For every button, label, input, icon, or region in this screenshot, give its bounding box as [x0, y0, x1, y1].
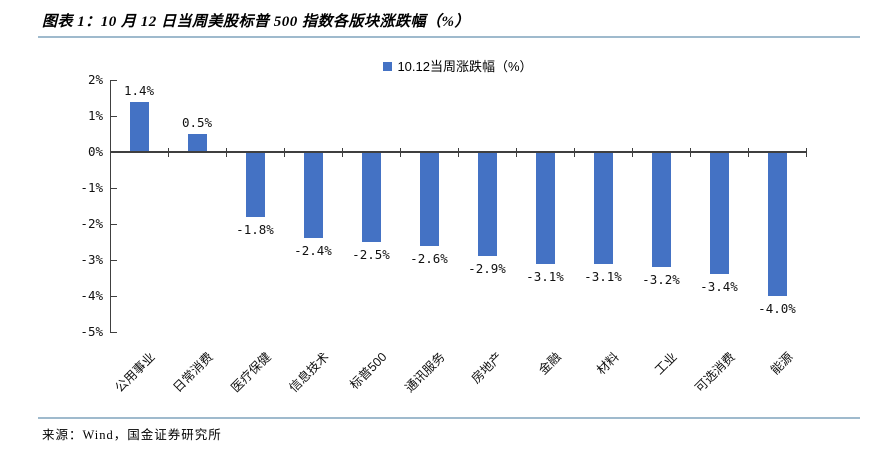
bar [245, 152, 265, 217]
y-tick-label: 0% [87, 144, 103, 159]
bar-value-label: -4.0% [758, 301, 796, 316]
x-category-label: 能源 [563, 347, 796, 378]
y-tick-label: -5% [80, 324, 103, 339]
x-axis-tick [574, 148, 575, 157]
bar [477, 152, 497, 257]
legend-square-icon [383, 61, 393, 71]
x-axis-tick [400, 148, 401, 157]
bar [419, 152, 439, 246]
y-axis-tick [110, 260, 117, 261]
x-axis-tick [110, 148, 111, 157]
y-axis-line [110, 80, 111, 333]
bar-value-label: -3.2% [642, 272, 680, 288]
bar-value-label: -1.8% [236, 221, 274, 237]
bar-value-label: -2.4% [294, 243, 332, 259]
bar [767, 152, 787, 296]
bar-value-label: -2.6% [410, 250, 448, 266]
y-axis-tick [110, 188, 117, 189]
x-axis-tick [168, 148, 169, 157]
bar-value-label: -3.1% [526, 268, 564, 284]
y-tick-label: -3% [80, 252, 103, 267]
y-tick-label: 2% [87, 72, 103, 87]
bar [129, 101, 149, 152]
bar-value-label: 1.4% [123, 82, 155, 98]
bar-value-label: -3.1% [584, 268, 622, 284]
chart-legend: 10.12当周涨跌幅（%） [110, 56, 806, 75]
y-axis-tick [110, 332, 117, 333]
y-axis-tick [110, 224, 117, 225]
bar [361, 152, 381, 242]
y-tick-label: -1% [80, 180, 103, 195]
bar [709, 152, 729, 275]
x-axis-tick [342, 148, 343, 157]
y-tick-label: -2% [80, 216, 103, 231]
bar [303, 152, 323, 239]
y-axis-tick [110, 116, 117, 117]
bar [593, 152, 613, 264]
x-axis-tick [806, 148, 807, 157]
x-axis-tick [284, 148, 285, 157]
y-tick-label: -4% [80, 288, 103, 303]
y-axis-tick [110, 296, 117, 297]
x-axis-tick [748, 148, 749, 157]
y-axis-tick [110, 80, 117, 81]
x-axis-tick [226, 148, 227, 157]
x-axis-tick [690, 148, 691, 157]
bar [651, 152, 671, 268]
x-axis-tick [458, 148, 459, 157]
figure-title: 图表 1：10 月 12 日当周美股标普 500 指数各版块涨跌幅（%） [42, 14, 470, 30]
x-axis-tick [632, 148, 633, 157]
legend-label: 10.12当周涨跌幅（%） [397, 59, 533, 74]
bar-value-label: -2.9% [468, 261, 506, 277]
x-category-label-text: 能源 [768, 349, 796, 378]
y-tick-label: 1% [87, 108, 103, 123]
source-note: 来源：Wind，国金证券研究所 [42, 428, 222, 442]
bar-value-label: -3.4% [700, 279, 738, 295]
bar [535, 152, 555, 264]
title-divider [38, 36, 860, 38]
x-axis-tick [516, 148, 517, 157]
bar-value-label: 0.5% [181, 115, 213, 130]
bar [187, 134, 207, 152]
bar-value-label: -2.5% [352, 247, 390, 262]
source-divider [38, 417, 860, 419]
